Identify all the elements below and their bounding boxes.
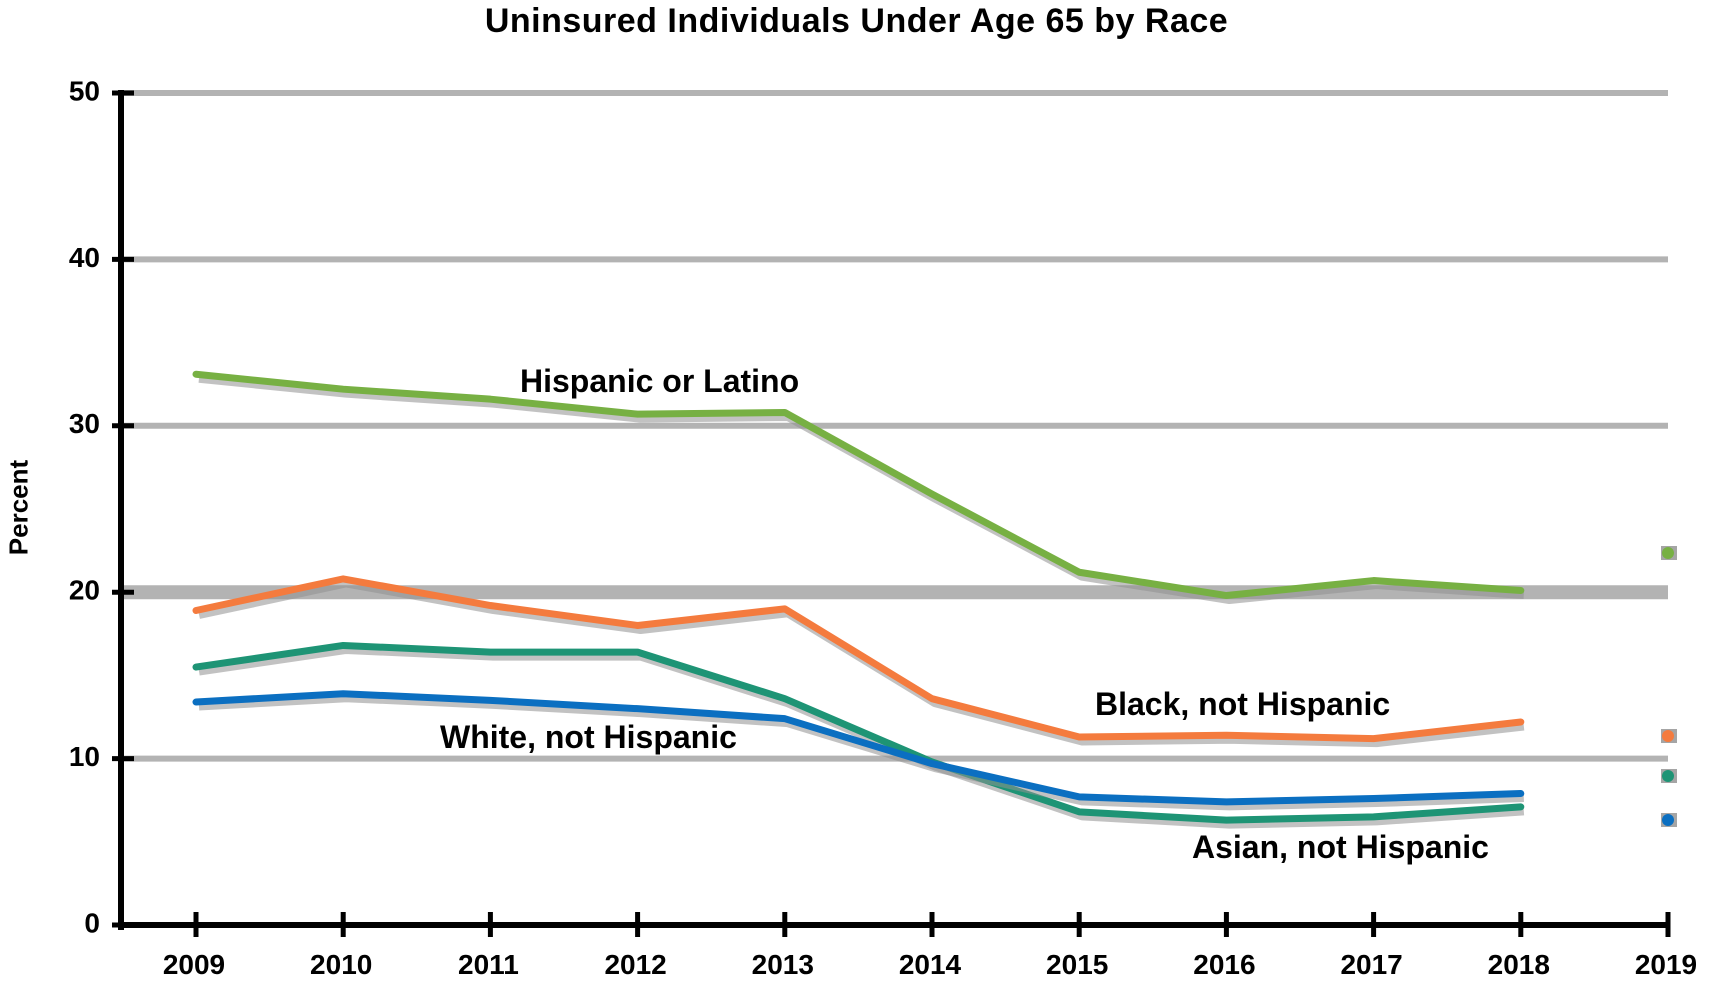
series-label: Hispanic or Latino xyxy=(520,363,799,399)
x-tick-label: 2009 xyxy=(163,949,225,980)
x-tick-label: 2017 xyxy=(1340,949,1402,980)
x-tick-label: 2016 xyxy=(1193,949,1255,980)
series-line-white-not-hispanic xyxy=(192,690,1525,806)
y-tick-label: 20 xyxy=(69,575,100,606)
series-label: Asian, not Hispanic xyxy=(1192,829,1489,865)
series-line-hispanic-or-latino xyxy=(192,370,1525,600)
legend-markers xyxy=(1661,546,1677,827)
series-label: Black, not Hispanic xyxy=(1095,686,1390,722)
y-tick-label: 50 xyxy=(69,75,100,106)
gridlines xyxy=(124,90,1668,762)
legend-marker xyxy=(1662,730,1674,742)
y-tick-label: 0 xyxy=(84,907,100,938)
x-tick-label: 2018 xyxy=(1488,949,1550,980)
y-tick-label: 40 xyxy=(69,242,100,273)
series-labels: Hispanic or Latino Black, not Hispanic Asi… xyxy=(440,363,1489,865)
y-tick-label: 30 xyxy=(69,408,100,439)
axes xyxy=(118,90,1670,930)
series-lines xyxy=(192,370,1525,829)
legend-marker xyxy=(1662,814,1674,826)
series-line-asian-not-hispanic xyxy=(192,641,1525,824)
y-axis-ticks: 0 10 20 30 40 50 xyxy=(69,75,134,938)
x-tick-label: 2013 xyxy=(752,949,814,980)
x-tick-label: 2012 xyxy=(604,949,666,980)
x-tick-label: 2011 xyxy=(458,949,519,980)
chart-title: Uninsured Individuals Under Age 65 by Ra… xyxy=(484,2,1229,40)
legend-marker xyxy=(1662,770,1674,782)
x-tick-label: 2015 xyxy=(1046,949,1108,980)
legend-marker xyxy=(1662,547,1674,559)
y-tick-label: 10 xyxy=(69,741,100,772)
x-tick-label: 2010 xyxy=(310,949,372,980)
x-tick-label: 2014 xyxy=(899,949,962,980)
series-line-black-not-hispanic xyxy=(192,575,1525,743)
x-tick-label: 2019 xyxy=(1635,949,1697,980)
series-label: White, not Hispanic xyxy=(440,719,737,755)
x-axis-ticks: 2009 2010 2011 2012 2013 2014 2015 2016 2017 2018… xyxy=(163,912,1697,980)
series-shadow xyxy=(198,373,1525,605)
